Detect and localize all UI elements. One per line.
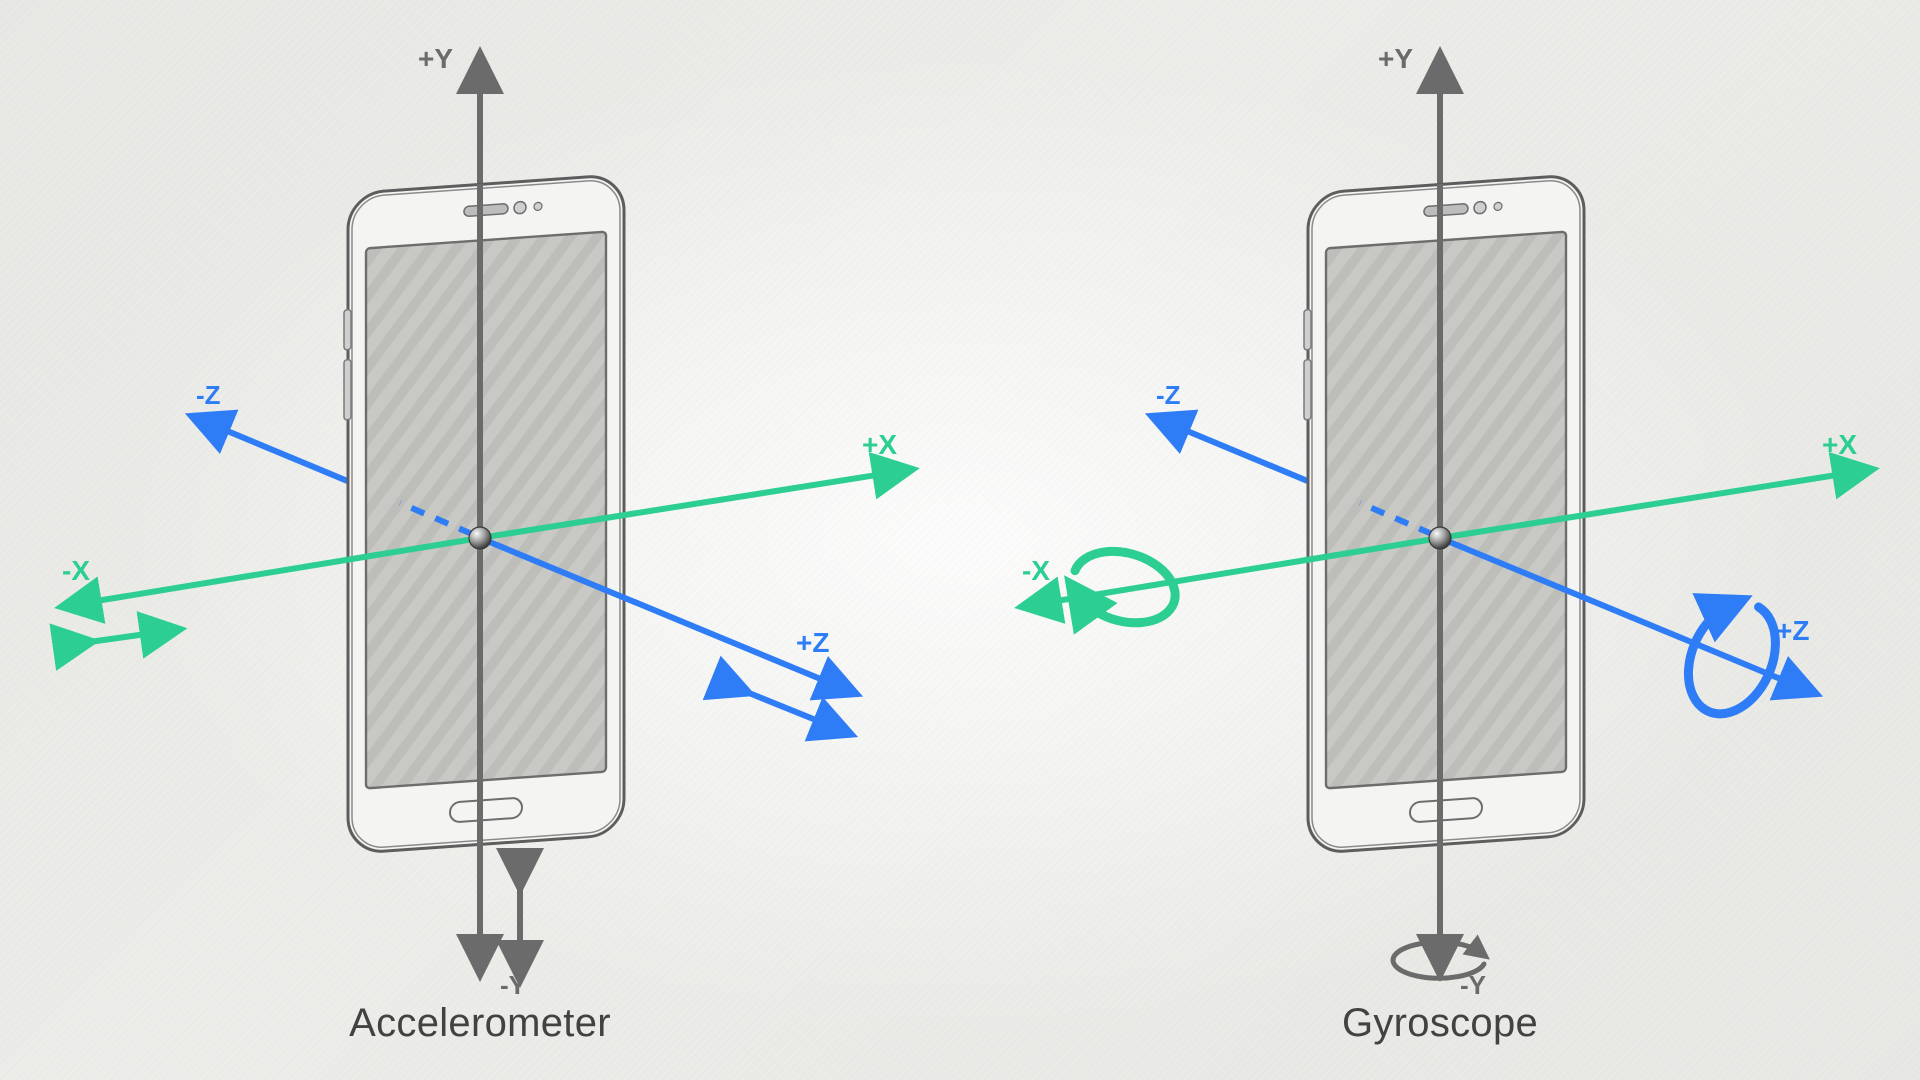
phone-sketch <box>344 174 624 854</box>
linear-motion-x-icon <box>88 630 175 642</box>
label-minus-x: -X <box>1022 555 1050 586</box>
label-plus-z: +Z <box>796 627 829 658</box>
label-plus-z: +Z <box>1776 615 1809 646</box>
phone-sketch <box>1304 174 1584 854</box>
linear-motion-z-icon <box>745 691 847 732</box>
accelerometer-panel: +Y -Y +X -X +Z -Z Accelerometer <box>0 0 960 1080</box>
origin-dot <box>1429 527 1451 549</box>
label-minus-z: -Z <box>1156 380 1181 410</box>
label-plus-y: +Y <box>1378 43 1413 74</box>
label-minus-y: -Y <box>500 970 526 1000</box>
gyroscope-title: Gyroscope <box>1342 1001 1538 1046</box>
label-minus-y: -Y <box>1460 970 1486 1000</box>
label-minus-x: -X <box>62 555 90 586</box>
label-plus-x: +X <box>1822 429 1857 460</box>
accelerometer-diagram: +Y -Y +X -X +Z -Z <box>0 0 960 1080</box>
label-plus-x: +X <box>862 429 897 460</box>
origin-dot <box>469 527 491 549</box>
label-minus-z: -Z <box>196 380 221 410</box>
label-plus-y: +Y <box>418 43 453 74</box>
gyroscope-panel: +Y -Y +X -X +Z -Z Gyroscope <box>960 0 1920 1080</box>
accelerometer-title: Accelerometer <box>349 1001 611 1046</box>
gyroscope-diagram: +Y -Y +X -X +Z -Z <box>960 0 1920 1080</box>
